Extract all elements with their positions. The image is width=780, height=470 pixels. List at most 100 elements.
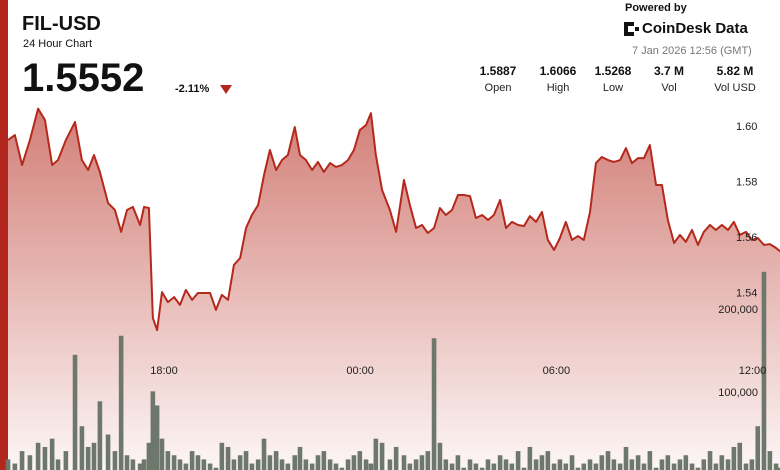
volume-bar — [285, 463, 291, 470]
volume-bar — [225, 446, 231, 470]
volume-bar — [219, 442, 225, 470]
volume-bar — [731, 446, 737, 470]
volume-bar — [35, 442, 41, 470]
volume-bar — [363, 459, 369, 470]
volume-bar — [599, 455, 605, 470]
volume-bar — [593, 463, 599, 470]
volume-bar — [761, 271, 767, 470]
volume-bar — [605, 451, 611, 470]
volume-bar — [273, 451, 279, 470]
volume-bar — [641, 463, 647, 470]
volume-bar — [345, 459, 351, 470]
volume-bar — [243, 451, 249, 470]
volume-bar — [201, 459, 207, 470]
brand-logo — [624, 22, 639, 36]
volume-bar — [154, 405, 160, 470]
volume-bar — [309, 463, 315, 470]
volume-bar — [485, 459, 491, 470]
volume-bar — [527, 446, 533, 470]
volume-bar — [146, 442, 152, 470]
stat-value: 5.82 M — [716, 64, 754, 78]
volume-bar — [165, 451, 171, 470]
volume-bar — [213, 467, 219, 470]
volume-bar — [267, 455, 273, 470]
volume-bar — [105, 434, 111, 470]
volume-bar — [437, 442, 443, 470]
volume-bar — [569, 455, 575, 470]
volume-bar — [97, 401, 103, 470]
volume-bar — [292, 455, 298, 470]
volume-bar — [303, 459, 309, 470]
volume-bar — [379, 442, 385, 470]
stat: 1.5887 Open — [463, 64, 533, 94]
volume-bar — [333, 463, 339, 470]
chart-subtitle: 24 Hour Chart — [23, 38, 93, 50]
volume-bar — [461, 467, 467, 470]
timestamp: 7 Jan 2026 12:56 (GMT) — [632, 45, 752, 57]
volume-bar — [112, 451, 118, 470]
volume-bar — [473, 463, 479, 470]
volume-bar — [189, 451, 195, 470]
volume-bar — [373, 438, 379, 470]
volume-bar — [557, 459, 563, 470]
volume-bar — [124, 455, 130, 470]
volume-bar — [5, 459, 11, 470]
volume-bar — [497, 455, 503, 470]
volume-bar — [55, 459, 61, 470]
symbol-title: FIL-USD — [22, 13, 101, 35]
volume-bar — [79, 426, 85, 470]
volume-bar — [671, 463, 677, 470]
volume-bar — [327, 459, 333, 470]
stat: 5.82 M Vol USD — [700, 64, 770, 94]
volume-bar — [321, 451, 327, 470]
volume-bar — [539, 455, 545, 470]
y2-tick-label: 200,000 — [718, 304, 758, 316]
volume-bar — [767, 451, 773, 470]
volume-bar — [777, 467, 780, 470]
y-tick-label: 1.56 — [736, 232, 757, 244]
volume-bar — [63, 451, 69, 470]
volume-bar — [27, 455, 33, 470]
volume-bar — [617, 463, 623, 470]
volume-bar — [237, 455, 243, 470]
volume-bar — [443, 459, 449, 470]
volume-bar — [701, 459, 707, 470]
volume-bar — [677, 459, 683, 470]
volume-bar — [695, 467, 701, 470]
stat-value: 3.7 M — [653, 64, 684, 78]
stat: 1.5268 Low — [578, 64, 648, 94]
volume-bar — [491, 463, 497, 470]
volume-bar — [393, 446, 399, 470]
volume-bar — [743, 463, 749, 470]
volume-bar — [623, 446, 629, 470]
volume-bar — [659, 459, 665, 470]
volume-bar — [130, 459, 136, 470]
volume-bar — [629, 459, 635, 470]
volume-bar — [177, 459, 183, 470]
volume-bar — [85, 446, 91, 470]
stat-label: High — [546, 82, 570, 94]
volume-bar — [545, 451, 551, 470]
volume-bar — [231, 459, 237, 470]
volume-bar — [467, 459, 473, 470]
price-area — [8, 108, 780, 470]
volume-bar — [413, 459, 419, 470]
volume-bar — [261, 438, 267, 470]
volume-bar — [455, 455, 461, 470]
volume-bar — [72, 354, 78, 470]
volume-bar — [575, 467, 581, 470]
x-tick-label: 18:00 — [150, 365, 178, 377]
volume-bar — [249, 463, 255, 470]
volume-bar — [635, 455, 641, 470]
stat-label: Vol USD — [714, 82, 756, 94]
volume-bar — [49, 438, 55, 470]
stat-label: Open — [484, 82, 512, 94]
volume-bar — [368, 463, 374, 470]
x-tick-label: 12:00 — [739, 365, 767, 377]
volume-bar — [563, 463, 569, 470]
volume-bar — [159, 438, 165, 470]
volume-bar — [195, 455, 201, 470]
volume-bar — [351, 455, 357, 470]
